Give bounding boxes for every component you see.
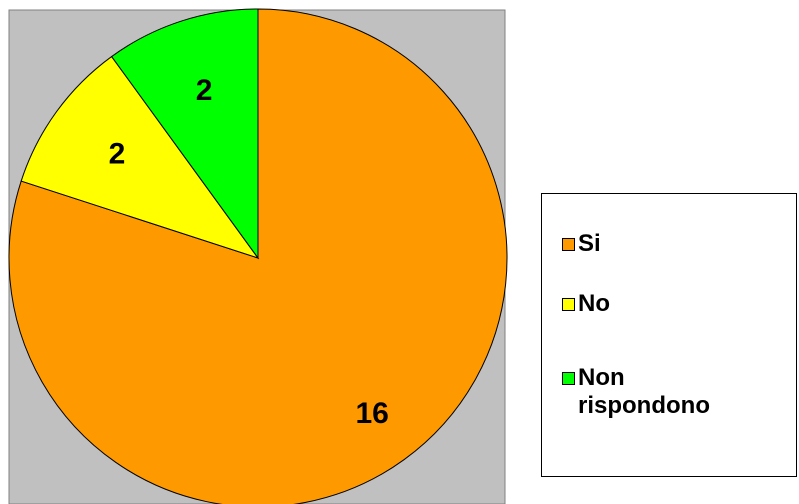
data-label: 16 xyxy=(355,397,388,430)
pie-slice xyxy=(20,55,260,259)
legend-item: No xyxy=(562,290,788,318)
data-label: 2 xyxy=(109,137,126,170)
legend-swatch xyxy=(562,372,575,385)
legend-label: No xyxy=(578,290,610,317)
legend-item: Non rispondono xyxy=(562,364,788,420)
pie-slice xyxy=(110,8,259,260)
legend-swatch xyxy=(562,298,575,311)
legend-label: Non rispondono xyxy=(578,364,710,419)
legend-item: Si xyxy=(562,230,788,258)
legend-swatch xyxy=(562,238,575,251)
legend: Si No Non rispondono xyxy=(541,193,797,477)
data-label: 2 xyxy=(196,74,213,107)
legend-label: Si xyxy=(578,230,601,257)
